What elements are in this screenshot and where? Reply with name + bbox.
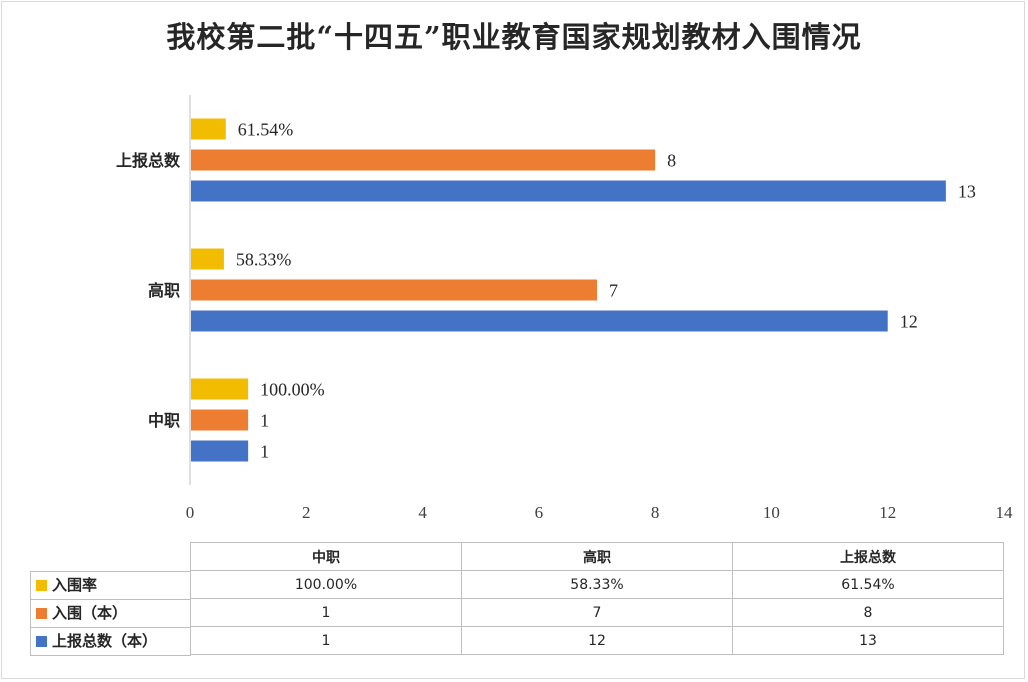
x-tick-label: 12 bbox=[879, 503, 896, 522]
table-header-cell: 高职 bbox=[461, 542, 733, 571]
bar bbox=[191, 378, 249, 400]
legend-item-rate: 入围率 bbox=[36, 571, 97, 599]
data-label: 8 bbox=[667, 151, 676, 171]
table-row: 1 12 13 bbox=[190, 626, 1004, 655]
legend-label: 入围率 bbox=[52, 576, 98, 594]
x-tick-label: 4 bbox=[418, 503, 427, 522]
legend-key-total bbox=[36, 636, 47, 647]
bar bbox=[191, 440, 249, 462]
legend-divider bbox=[30, 599, 191, 600]
bar bbox=[191, 149, 656, 171]
legend-label: 上报总数（本） bbox=[52, 632, 158, 650]
legend-edge bbox=[30, 571, 31, 655]
table-header-cell: 中职 bbox=[190, 542, 462, 571]
bar bbox=[191, 248, 224, 270]
legend-divider bbox=[30, 571, 191, 572]
table-row: 1 7 8 bbox=[190, 598, 1004, 627]
x-tick-label: 14 bbox=[996, 503, 1014, 522]
bar bbox=[191, 279, 597, 301]
table-cell: 13 bbox=[732, 626, 1004, 655]
bar bbox=[191, 310, 888, 332]
table-cell: 12 bbox=[461, 626, 733, 655]
legend-label: 入围（本） bbox=[52, 604, 128, 622]
data-label: 12 bbox=[900, 312, 918, 332]
bar bbox=[191, 118, 226, 140]
table-row: 100.00% 58.33% 61.54% bbox=[190, 570, 1004, 599]
table-cell: 58.33% bbox=[461, 570, 733, 599]
table-header-row: 中职 高职 上报总数 bbox=[190, 542, 1004, 571]
legend-divider bbox=[30, 627, 191, 628]
table-cell: 1 bbox=[190, 626, 462, 655]
x-tick-label: 10 bbox=[763, 503, 780, 522]
table-cell: 7 bbox=[461, 598, 733, 627]
bar bbox=[191, 409, 249, 431]
data-label: 61.54% bbox=[238, 120, 294, 140]
table-cell: 100.00% bbox=[190, 570, 462, 599]
data-label: 7 bbox=[609, 281, 618, 301]
legend-item-total: 上报总数（本） bbox=[36, 627, 157, 655]
data-table: 中职 高职 上报总数 100.00% 58.33% 61.54% 1 7 8 1… bbox=[190, 542, 1004, 655]
category-label: 上报总数 bbox=[116, 151, 181, 170]
data-label: 58.33% bbox=[236, 250, 292, 270]
data-label: 1 bbox=[260, 411, 269, 431]
data-label: 100.00% bbox=[260, 380, 325, 400]
x-tick-label: 6 bbox=[535, 503, 544, 522]
x-tick-label: 2 bbox=[302, 503, 311, 522]
table-cell: 61.54% bbox=[732, 570, 1004, 599]
bar-chart: 0 2 4 6 8 10 12 14 中职 100.00% 1 1 高职 58.33% 7 12 上报总数 61.… bbox=[116, 95, 1014, 522]
x-tick-label: 0 bbox=[186, 503, 195, 522]
legend-item-selected: 入围（本） bbox=[36, 599, 127, 627]
x-tick-label: 8 bbox=[651, 503, 660, 522]
chart-title: 我校第二批“十四五”职业教育国家规划教材入围情况 bbox=[166, 20, 862, 54]
category-label: 高职 bbox=[148, 281, 180, 300]
bar bbox=[191, 180, 946, 202]
data-label: 13 bbox=[958, 182, 976, 202]
data-label: 1 bbox=[260, 442, 269, 462]
category-label: 中职 bbox=[148, 411, 180, 430]
table-header-cell: 上报总数 bbox=[732, 542, 1004, 571]
legend-key-selected bbox=[36, 608, 47, 619]
table-cell: 1 bbox=[190, 598, 462, 627]
legend-divider bbox=[30, 655, 191, 656]
table-cell: 8 bbox=[732, 598, 1004, 627]
legend-key-rate bbox=[36, 580, 47, 591]
